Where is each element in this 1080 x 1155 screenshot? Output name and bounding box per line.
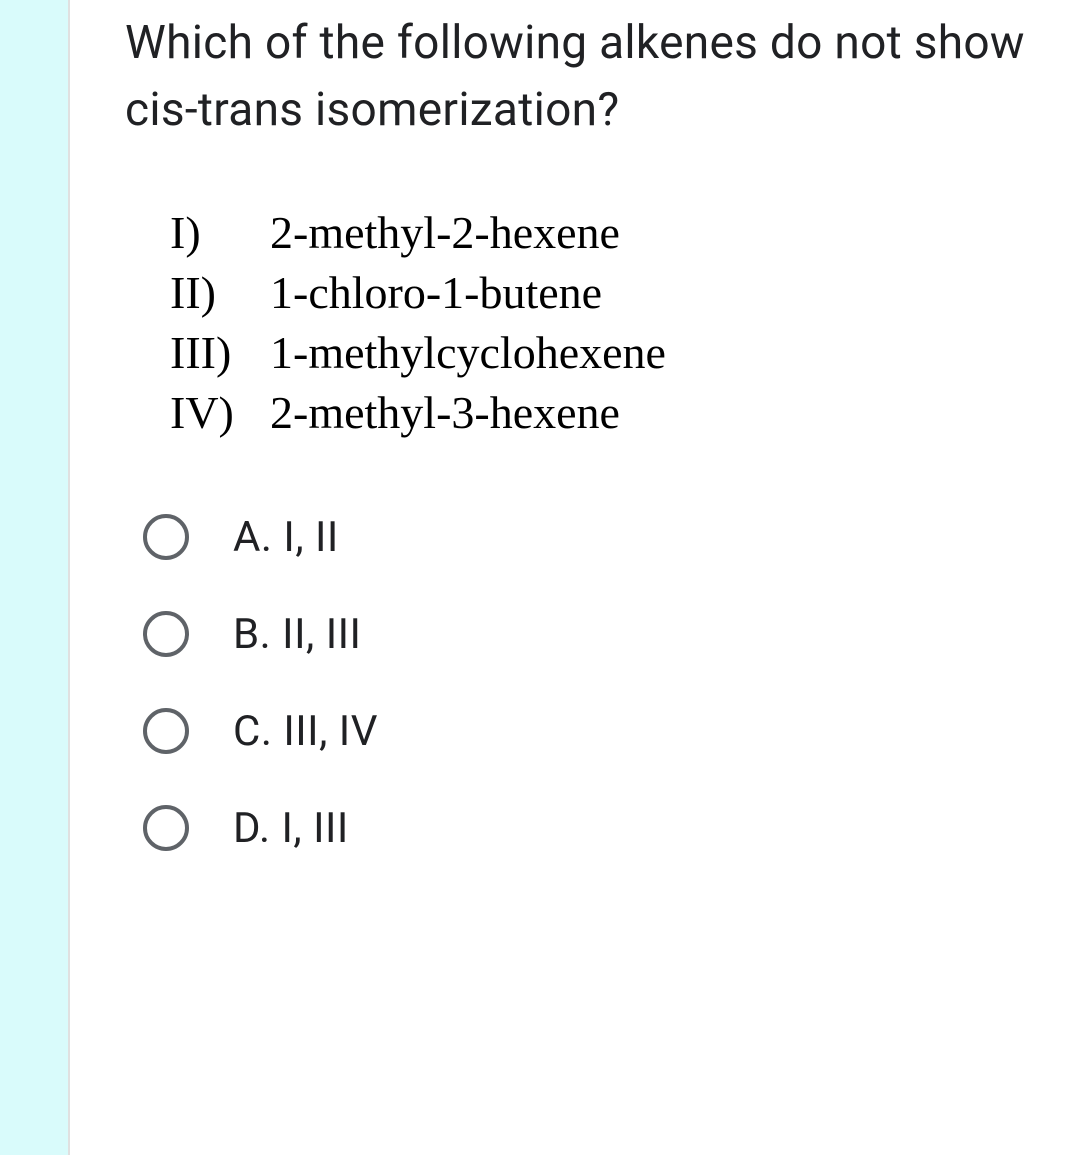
radio-icon[interactable] bbox=[143, 708, 189, 754]
compound-name: 2-methyl-3-hexene bbox=[270, 383, 620, 443]
option-b[interactable]: B. II, III bbox=[143, 610, 1050, 659]
sidebar-strip bbox=[0, 0, 70, 1155]
compound-roman: I) bbox=[170, 203, 270, 263]
option-label: C. III, IV bbox=[233, 707, 378, 756]
radio-icon[interactable] bbox=[143, 611, 189, 657]
radio-icon[interactable] bbox=[143, 514, 189, 560]
compound-item: IV) 2-methyl-3-hexene bbox=[170, 383, 1050, 443]
option-c[interactable]: C. III, IV bbox=[143, 707, 1050, 756]
option-a[interactable]: A. I, II bbox=[143, 513, 1050, 562]
compound-name: 2-methyl-2-hexene bbox=[270, 203, 620, 263]
options-list: A. I, II B. II, III C. III, IV D. I, III bbox=[143, 513, 1050, 853]
option-label: D. I, III bbox=[233, 804, 349, 853]
compound-name: 1-chloro-1-butene bbox=[270, 263, 602, 323]
compound-roman: IV) bbox=[170, 383, 270, 443]
question-text: Which of the following alkenes do not sh… bbox=[125, 10, 1050, 143]
compound-item: III) 1-methylcyclohexene bbox=[170, 323, 1050, 383]
compound-item: I) 2-methyl-2-hexene bbox=[170, 203, 1050, 263]
compound-roman: II) bbox=[170, 263, 270, 323]
compound-name: 1-methylcyclohexene bbox=[270, 323, 666, 383]
option-label: A. I, II bbox=[233, 513, 339, 562]
content-area: Which of the following alkenes do not sh… bbox=[70, 0, 1080, 1155]
option-d[interactable]: D. I, III bbox=[143, 804, 1050, 853]
compound-roman: III) bbox=[170, 323, 270, 383]
compound-list: I) 2-methyl-2-hexene II) 1-chloro-1-bute… bbox=[170, 203, 1050, 442]
radio-icon[interactable] bbox=[143, 805, 189, 851]
option-label: B. II, III bbox=[233, 610, 361, 659]
compound-item: II) 1-chloro-1-butene bbox=[170, 263, 1050, 323]
